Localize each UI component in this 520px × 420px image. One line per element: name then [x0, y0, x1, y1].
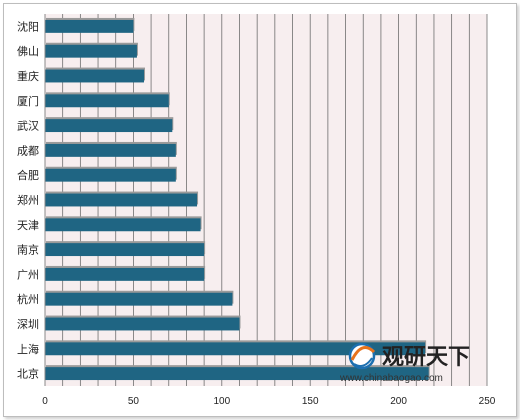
- bar: [45, 317, 240, 331]
- category-label: 北京: [17, 367, 39, 381]
- category-label: 重庆: [17, 69, 39, 83]
- bar: [45, 193, 198, 207]
- category-label: 南京: [17, 243, 39, 257]
- x-tick-label: 150: [302, 396, 319, 407]
- category-label: 武汉: [17, 120, 39, 133]
- category-label: 杭州: [17, 292, 39, 306]
- x-tick-label: 250: [479, 396, 496, 407]
- bar: [45, 19, 134, 33]
- x-tick-label: 50: [128, 396, 140, 407]
- watermark-name: 观研天下: [382, 345, 470, 370]
- bar: [45, 143, 176, 157]
- category-label: 上海: [17, 342, 39, 356]
- category-label: 沈阳: [17, 19, 39, 33]
- category-label: 佛山: [17, 45, 39, 58]
- bar: [45, 367, 429, 381]
- bar: [45, 342, 426, 356]
- category-label: 天津: [17, 219, 39, 232]
- x-tick-label: 0: [42, 396, 48, 407]
- bar: [45, 267, 205, 281]
- watermark: 观研天下 www.chinabaogao.com: [339, 342, 470, 384]
- bar: [45, 168, 176, 182]
- bar: [45, 218, 201, 232]
- category-label: 郑州: [17, 193, 39, 207]
- category-label: 成都: [17, 144, 39, 157]
- bar: [45, 69, 145, 83]
- x-tick-label: 100: [213, 396, 230, 407]
- x-tick-label: 200: [390, 396, 407, 407]
- bar: [45, 94, 169, 108]
- category-label: 合肥: [17, 168, 39, 182]
- bar: [45, 119, 173, 133]
- bar: [45, 292, 233, 306]
- bar: [45, 243, 205, 257]
- bar: [45, 44, 137, 58]
- x-tick-labels: 0 50 100 150 200 250: [42, 396, 496, 407]
- category-label: 厦门: [17, 94, 39, 108]
- guanyan-logo-icon: [348, 342, 376, 370]
- category-label: 深圳: [17, 318, 39, 331]
- category-label: 广州: [17, 268, 39, 281]
- watermark-url: www.chinabaogao.com: [339, 373, 443, 384]
- bars: [45, 17, 430, 381]
